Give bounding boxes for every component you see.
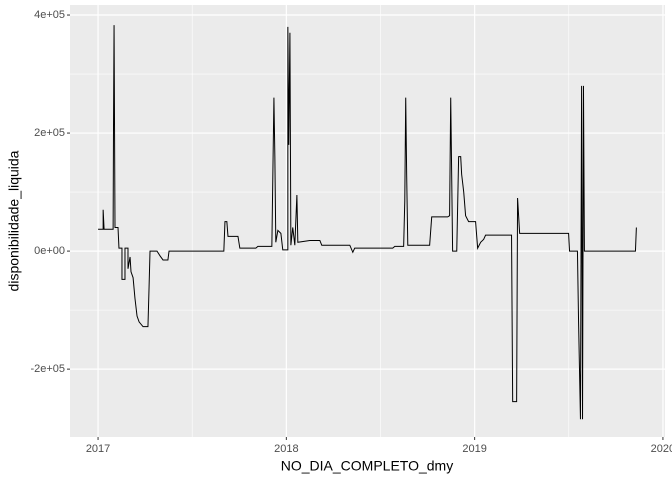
x-tick-label: 2019: [462, 443, 486, 455]
x-tick-label: 2017: [86, 443, 110, 455]
y-tick-label: 4e+05: [34, 9, 65, 21]
y-tick-label: 0e+00: [34, 245, 65, 257]
x-tick-label: 2020: [651, 443, 672, 455]
x-tick-label: 2018: [274, 443, 298, 455]
y-tick-label: -2e+05: [30, 363, 65, 375]
y-axis-title: disponibilidade_liquida: [6, 150, 22, 291]
y-tick-label: 2e+05: [34, 127, 65, 139]
data-line: [98, 25, 637, 420]
panel: [70, 5, 665, 437]
x-axis-title: NO_DIA_COMPLETO_dmy: [281, 458, 453, 474]
